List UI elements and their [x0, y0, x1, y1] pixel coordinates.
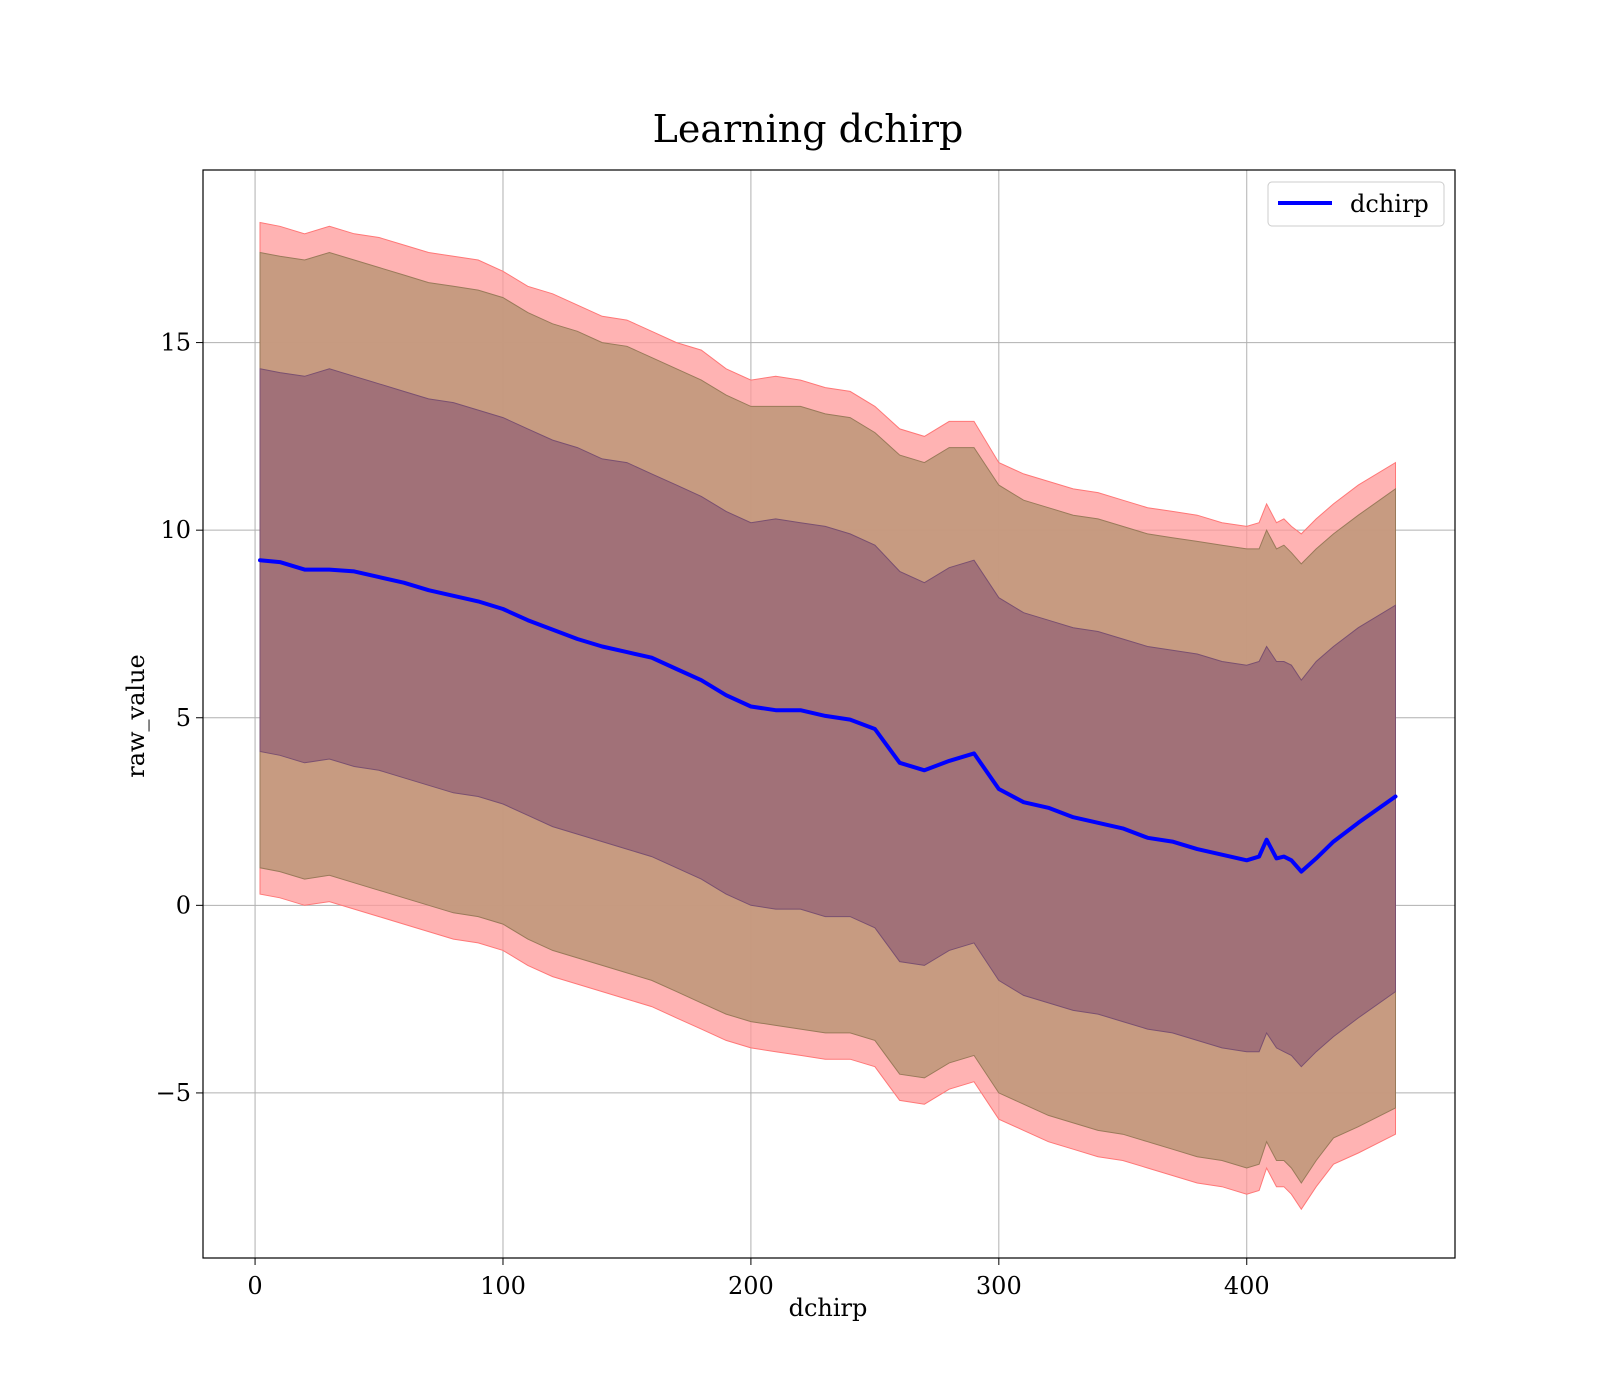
x-axis-ticks: 0 100 200 300 400: [247, 1258, 1270, 1300]
y-axis-label: raw_value: [122, 654, 150, 778]
line-layer: [258, 558, 1398, 874]
y-tick-label: 5: [176, 704, 191, 732]
legend-label-dchirp: dchirp: [1350, 190, 1429, 218]
legend: dchirp: [1267, 181, 1445, 227]
x-tick-label: 100: [480, 1272, 526, 1300]
x-tick-label: 200: [728, 1272, 774, 1300]
series-line-dchirp: [258, 558, 1398, 874]
chart-title: Learning dchirp: [653, 107, 964, 151]
y-tick-label: −5: [156, 1079, 191, 1107]
x-tick-label: 0: [247, 1272, 262, 1300]
x-tick-label: 400: [1224, 1272, 1270, 1300]
y-axis-ticks: −5 0 5 10 15: [156, 329, 203, 1107]
y-tick-label: 15: [160, 329, 191, 357]
x-axis-label: dchirp: [789, 1294, 868, 1322]
legend-frame: [1267, 181, 1445, 227]
y-tick-label: 10: [160, 516, 191, 544]
y-tick-label: 0: [176, 891, 191, 919]
plot-area-frame: [202, 169, 1456, 1259]
x-tick-label: 300: [976, 1272, 1022, 1300]
